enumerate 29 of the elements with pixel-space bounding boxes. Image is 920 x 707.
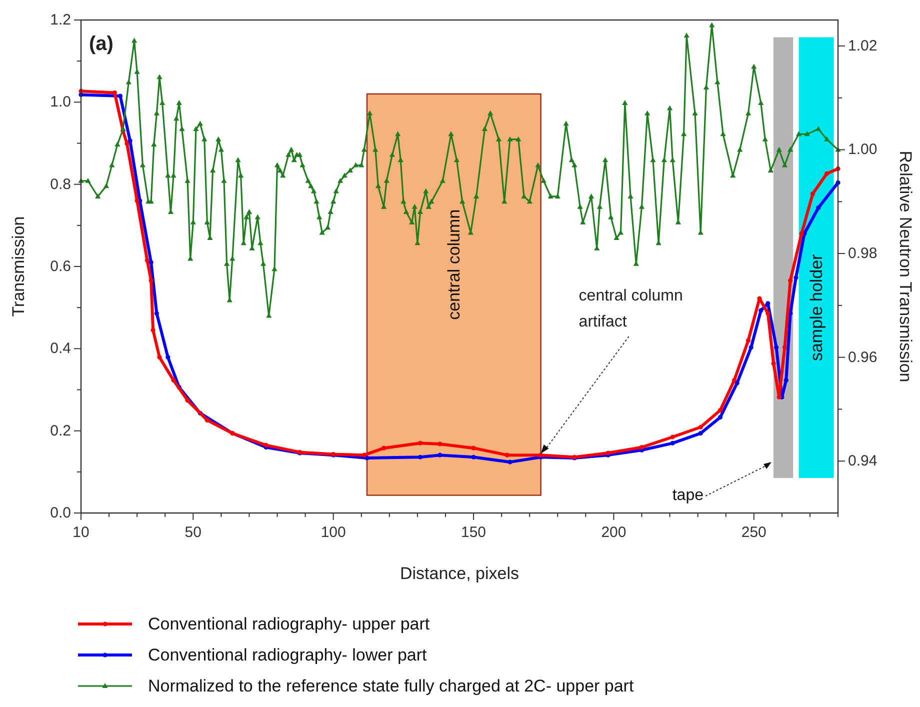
band-label: tape <box>672 486 704 504</box>
x-tick-label: 200 <box>601 524 626 541</box>
y2-tick-label: 1.02 <box>848 37 878 54</box>
y-axis-title: Transmission <box>9 216 28 317</box>
annotation: central column artifact <box>578 287 683 330</box>
x-axis-title: Distance, pixels <box>400 564 520 583</box>
legend-label: Conventional radiography- lower part <box>148 646 428 664</box>
text: (a) <box>89 33 114 55</box>
y-tick-label: 0.8 <box>50 176 71 193</box>
y2-tick-label: 0.98 <box>848 245 878 262</box>
band-label: central column <box>444 209 464 320</box>
y-tick-label: 0.6 <box>50 258 71 275</box>
x-tick-label: 150 <box>461 524 486 541</box>
y2-tick-label: 1.00 <box>848 141 878 158</box>
y-tick-label: 0.0 <box>50 504 71 522</box>
x-tick-label: 10 <box>72 524 90 541</box>
y2-tick-label: 0.96 <box>848 348 878 366</box>
legend-label: Normalized to the reference state fully charged at 2C- upper part <box>148 676 634 696</box>
y-tick-label: 0.4 <box>50 340 71 358</box>
y2-axis-title: Relative Neutron Transmission <box>896 150 915 382</box>
x-tick-label: 250 <box>741 524 766 541</box>
legend-label: Conventional radiography- upper part <box>148 614 430 634</box>
y-tick-label: 0.2 <box>50 422 71 440</box>
x-tick-label: 50 <box>184 524 202 541</box>
x-tick-label: 100 <box>320 524 346 541</box>
y-tick-label: 1.2 <box>50 12 71 28</box>
y-tick-label: 1.0 <box>50 94 71 111</box>
y2-tick-label: 0.94 <box>848 452 878 470</box>
band-label: sample holder <box>806 254 826 362</box>
